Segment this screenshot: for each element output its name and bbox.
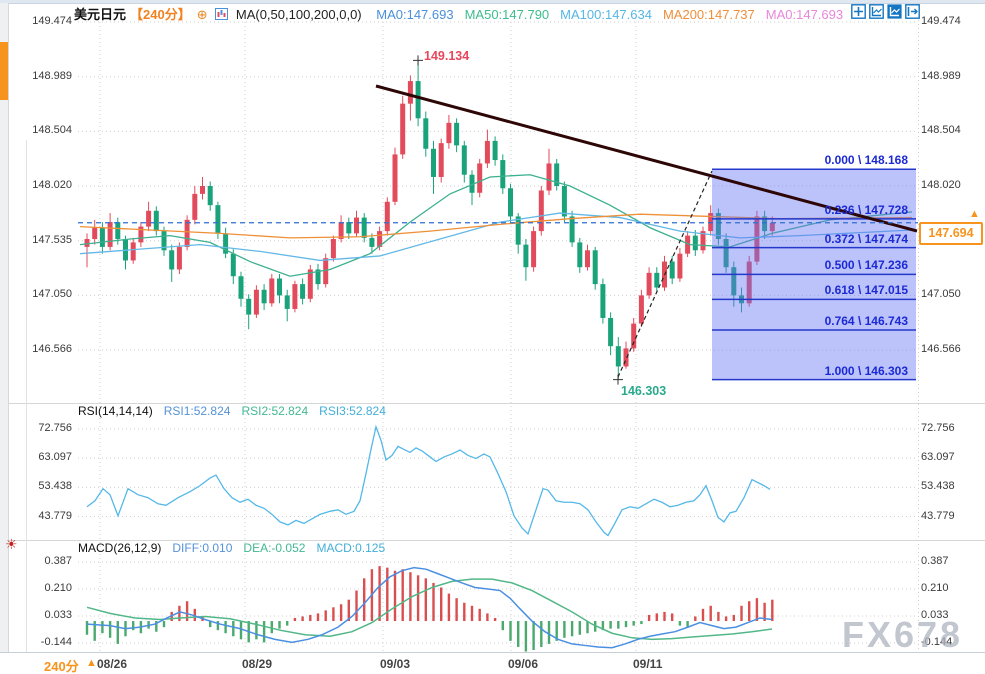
axis-label: -0.144 (40, 635, 72, 648)
axis-label: 147.050 (32, 288, 72, 301)
add-indicator-icon[interactable]: ⊕ (196, 7, 208, 22)
axis-label: 147.050 (921, 288, 961, 301)
fib-level-label: 1.000 \ 146.303 (824, 363, 908, 378)
fib-level-label: 0.236 \ 147.728 (824, 202, 908, 217)
rsi-name[interactable]: RSI(14,14,14) (78, 404, 153, 418)
axis-label: 146.566 (32, 342, 72, 355)
axis-label: 148.989 (32, 69, 72, 82)
axis-label: 148.504 (921, 124, 961, 137)
axis-label: 0.387 (44, 555, 72, 567)
axis-label: 148.020 (32, 178, 72, 191)
axis-label: 149.474 (32, 15, 72, 27)
exit-right-icon[interactable] (905, 4, 920, 19)
x-axis-date: 09/06 (508, 657, 539, 671)
timeframe-selector[interactable]: 240分 (44, 659, 79, 674)
crosshair-icon[interactable] (851, 4, 866, 19)
left-scrollbar[interactable] (0, 3, 9, 652)
fib-level-label: 0.764 \ 146.743 (824, 314, 908, 329)
x-axis-date: 09/03 (380, 657, 411, 671)
ma-values: MA0:147.693 MA50:147.790 MA100:147.634 MA20… (365, 7, 843, 22)
indicator-value: RSI2:52.824 (241, 404, 309, 418)
axis-label: 148.504 (32, 124, 72, 137)
axis-label: 0.210 (44, 582, 72, 594)
axis-label: 53.438 (921, 480, 955, 493)
indicator-value: RSI1:52.824 (163, 404, 231, 418)
fib-level-label: 0.618 \ 147.015 (824, 283, 908, 298)
indicator-value: MA0:147.693 (765, 7, 844, 22)
axis-label: 53.438 (38, 480, 72, 493)
fib-level-label: 0.000 \ 148.168 (824, 153, 908, 168)
indicator-value: RSI3:52.824 (319, 404, 386, 418)
indicator-value: MA100:147.634 (560, 7, 652, 22)
axis-label: 0.033 (921, 609, 949, 621)
last-price-tag: 147.694 (919, 222, 983, 245)
swing-low-annotation: 146.303 (621, 384, 667, 398)
chart-toolbar (851, 4, 920, 19)
axis-label: 43.779 (38, 509, 72, 522)
axis-label: 43.779 (921, 509, 955, 522)
axis-label: 149.474 (921, 15, 961, 27)
axis-label: 72.756 (38, 422, 72, 434)
rsi-header: RSI(14,14,14) RSI1:52.824 RSI2:52.824 RSI3:… (78, 404, 386, 418)
price-up-arrow-icon: ▲ (969, 208, 980, 220)
rsi-values: RSI1:52.824 RSI2:52.824 RSI3:52.824 (153, 404, 386, 418)
axis-label: 0.210 (921, 582, 949, 594)
indicator-value: DEA:-0.052 (243, 541, 306, 555)
indicator-value: MA0:147.693 (376, 7, 454, 22)
bottom-bar: 240分 ▲ 08/26 08/29 09/03 09/06 09/11 (0, 652, 985, 674)
macd-name[interactable]: MACD(26,12,9) (78, 541, 162, 555)
timeframe-tag[interactable]: 【240分】 (130, 7, 191, 22)
x-axis-date: 08/29 (242, 657, 273, 671)
swing-high-annotation: 149.134 (424, 49, 470, 63)
indicator-value: MACD:0.125 (316, 541, 386, 555)
x-axis-date: 08/26 (97, 657, 128, 671)
watermark: FX678 (842, 614, 964, 655)
macd-values: DIFF:0.010 DEA:-0.052 MACD:0.125 (161, 541, 385, 555)
indicator-value: MA200:147.737 (662, 7, 755, 22)
axis-label: 148.020 (921, 178, 961, 191)
ma-settings-label[interactable]: MA(0,50,100,200,0,0) (235, 7, 362, 22)
axis-label: -0.144 (921, 635, 953, 648)
chart-header: 美元日元 【240分】 ⊕ MA(0,50,100,200,0,0) MA0:147… (74, 4, 843, 22)
macd-settings-icon[interactable]: ☀ (5, 536, 18, 552)
macd-header: MACD(26,12,9) DIFF:0.010 DEA:-0.052 MACD:0.… (78, 541, 385, 555)
axis-label: 0.387 (921, 555, 949, 567)
top-tab-strip (0, 0, 985, 4)
indicator-value: MA50:147.790 (464, 7, 550, 22)
axis-label: 63.097 (921, 451, 955, 464)
scrollbar-thumb[interactable] (0, 42, 8, 100)
axis-label: 63.097 (38, 451, 72, 464)
fib-level-label: 0.500 \ 147.236 (824, 258, 908, 273)
axis-chart-icon[interactable] (869, 4, 884, 19)
fib-level-label: 0.372 \ 147.474 (824, 231, 908, 246)
timeframe-arrow-icon[interactable]: ▲ (86, 657, 97, 669)
kline-mini-icon (215, 8, 229, 20)
symbol-name: 美元日元 (74, 7, 127, 22)
axis-label: 148.989 (921, 69, 961, 82)
axis-label: 147.535 (32, 233, 72, 246)
kline-panel-icon[interactable] (887, 4, 902, 19)
indicator-value: DIFF:0.010 (172, 541, 233, 555)
x-axis-date: 09/11 (633, 657, 663, 671)
axis-label: 72.756 (921, 422, 955, 434)
axis-label: 0.033 (44, 609, 72, 621)
axis-label: 146.566 (921, 342, 961, 355)
